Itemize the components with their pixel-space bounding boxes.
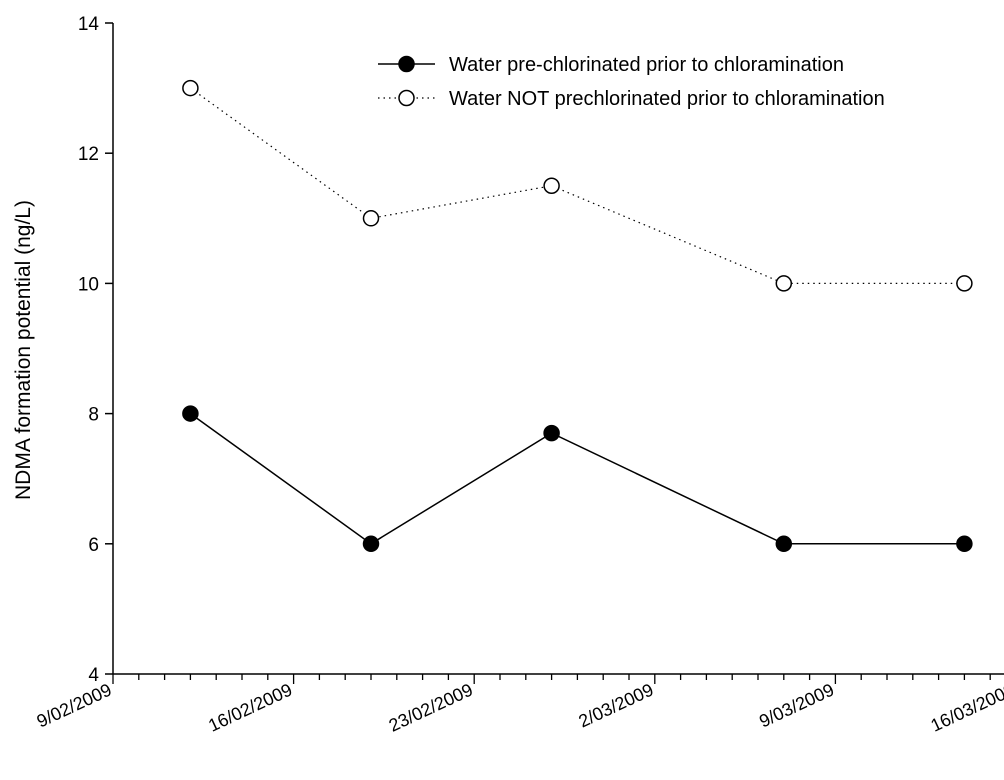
x-tick-label: 16/03/2009 — [928, 679, 1004, 735]
data-point-series-1 — [182, 405, 199, 422]
data-point-series-2 — [543, 177, 560, 194]
legend-label-1: Water pre-chlorinated prior to chloramin… — [449, 54, 844, 76]
legend-label-2: Water NOT prechlorinated prior to chlora… — [449, 88, 885, 110]
y-tick-label: 12 — [78, 144, 99, 165]
data-point-series-2 — [182, 79, 199, 97]
y-tick-label: 4 — [88, 665, 99, 686]
y-tick-label: 8 — [88, 405, 99, 426]
series-line-2 — [190, 87, 965, 284]
x-tick-label: 16/02/2009 — [205, 679, 295, 735]
series — [182, 79, 973, 553]
data-point-series-2 — [956, 275, 973, 292]
x-tick-label: 2/03/2009 — [575, 679, 656, 731]
legend-marker-2 — [398, 89, 415, 107]
x-tick-label: 9/02/2009 — [34, 679, 115, 731]
y-axis-label: NDMA formation potential (ng/L) — [12, 200, 35, 500]
data-point-series-2 — [775, 275, 793, 292]
y-tick-label: 10 — [78, 274, 99, 295]
legend: Water pre-chlorinated prior to chloramin… — [378, 54, 885, 110]
data-point-series-1 — [775, 535, 793, 553]
y-tick-label: 14 — [78, 14, 100, 35]
series-line-1 — [189, 412, 965, 545]
data-point-series-1 — [362, 535, 380, 553]
y-tick-label: 6 — [88, 535, 99, 556]
x-tick-label: 23/02/2009 — [386, 679, 476, 735]
x-ticks: 9/02/2009 16/02/2009 23/02/2009 2/03/2009 9/… — [34, 674, 1004, 736]
y-ticks: 4 6 8 10 12 14 — [78, 14, 113, 686]
x-tick-label: 9/03/2009 — [756, 679, 837, 731]
axes — [112, 23, 1004, 675]
data-point-series-2 — [362, 210, 380, 227]
data-point-series-1 — [956, 535, 973, 553]
data-point-series-1 — [543, 424, 560, 442]
legend-marker-1 — [398, 55, 415, 73]
